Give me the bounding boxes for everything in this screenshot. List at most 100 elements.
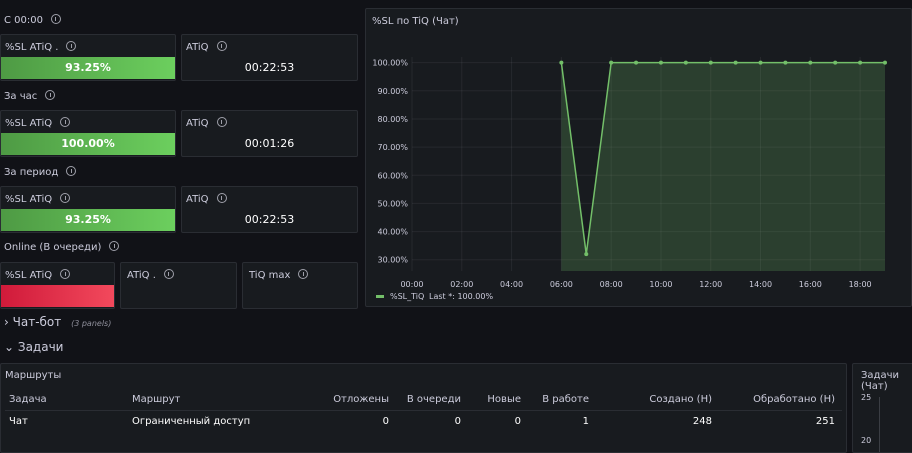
column-header: В очереди [406,394,461,405]
point [883,60,887,65]
y-tick-label: 60.00% [377,171,408,180]
row-title: Задачи [17,340,64,354]
stat-panel[interactable]: ATiQ . [120,262,237,309]
point [858,60,863,65]
info-icon[interactable] [298,269,309,279]
stat-value: 93.25% [1,209,175,231]
x-tick-label: 00:00 [400,280,423,289]
info-icon[interactable] [216,117,227,127]
column-header: Отложены [333,394,389,405]
info-icon[interactable] [60,269,71,279]
section-title: За период [4,166,77,178]
info-icon[interactable] [66,166,77,176]
info-icon[interactable] [60,193,71,203]
panel-title: TiQ max [249,270,291,281]
info-icon[interactable] [66,41,77,51]
column-header: Обработано (Н) [753,394,835,405]
panel-title: ATiQ [186,42,209,53]
section-title-text: За период [4,167,59,178]
table-panel[interactable]: Маршруты Задача Маршрут Отложены В очереди Н… [0,363,847,453]
x-tick-label: 16:00 [799,280,822,289]
table-cell: 0 [514,416,521,427]
panel-title: ATiQ [186,194,209,205]
y-tick-label: 25 [861,393,872,402]
chart-title: %SL по TiQ (Чат) [372,16,459,27]
stat-panel[interactable]: ATiQ 00:22:53 [181,186,358,233]
x-tick-label: 06:00 [550,280,573,289]
stat-value: 93.25% [1,57,175,79]
point [634,60,639,65]
panel-title: ATiQ . [127,270,156,281]
chart-panel[interactable]: %SL по TiQ (Чат) 30.00% 40.00% 50.00% 60.00… [365,8,912,307]
info-icon[interactable] [163,269,174,279]
y-tick-label: 70.00% [377,143,408,152]
point [559,60,564,65]
panel-title: Задачи (Чат) [861,370,899,392]
table-cell: 0 [454,416,461,427]
point [783,60,788,65]
legend-stat: Last *: 100.00% [429,292,493,301]
point [758,60,763,65]
row-title: Чат-бот [12,315,62,329]
x-tick-label: 18:00 [849,280,872,289]
point [683,60,688,65]
info-icon[interactable] [216,41,227,51]
stat-panel[interactable]: %SL ATiQ . 93.25% [0,34,176,81]
table-cell: Ограниченный доступ [132,416,251,427]
info-icon[interactable] [216,193,227,203]
x-tick-label: 08:00 [600,280,623,289]
column-header: В работе [542,394,589,405]
point [708,60,713,65]
stat-panel[interactable]: ATiQ 00:01:26 [181,110,358,157]
x-tick-label: 12:00 [699,280,722,289]
panel-title: %SL ATiQ [5,194,53,205]
stat-panel[interactable]: %SL ATiQ 93.25% [0,186,176,233]
info-icon[interactable] [60,117,71,127]
side-panel[interactable]: Задачи (Чат) 25 20 [852,363,912,453]
stat-value: 00:22:53 [244,61,295,74]
stat-value: 00:22:53 [244,213,295,226]
info-icon[interactable] [50,14,61,24]
y-tick-label: 100.00% [372,59,408,68]
info-icon[interactable] [109,241,120,251]
line [560,61,885,255]
chart: %SL по TiQ (Чат) 30.00% 40.00% 50.00% 60.00… [372,16,887,301]
section-title-text: С 00:00 [4,15,43,26]
x-tick-label: 10:00 [649,280,672,289]
column-header: Задача [9,394,47,405]
point [584,252,589,257]
y-tick-label: 30.00% [377,256,408,265]
table-cell: 0 [382,416,389,427]
section-title-text: Online (В очереди) [4,242,102,253]
y-tick-label: 20 [861,436,872,445]
y-tick-label: 90.00% [377,87,408,96]
x-tick-label: 02:00 [450,280,473,289]
section-title-text: За час [4,91,38,102]
table-cell: 1 [582,416,589,427]
panel-title: ATiQ [186,118,209,129]
table-cell: 251 [815,416,835,427]
y-tick-label: 80.00% [377,115,408,124]
y-tick-label: 40.00% [377,228,408,237]
panel-title: Маршруты [5,370,62,381]
x-tick-label: 04:00 [500,280,523,289]
stat-panel[interactable]: TiQ max [242,262,358,309]
section-title: Online (В очереди) [4,241,120,253]
info-icon[interactable] [45,90,56,100]
panel-title: %SL ATiQ [5,270,53,281]
stat-panel[interactable]: %SL ATiQ [0,262,115,309]
stat-panel[interactable]: ATiQ 00:22:53 [181,34,358,81]
legend-swatch [376,295,384,298]
column-header: Создано (Н) [649,394,712,405]
table-cell: Чат [9,416,28,427]
legend-label: %SL_TiQ [390,292,424,301]
row-note: (3 panels) [71,319,112,328]
row-header[interactable]: › Чат-бот (3 panels) [4,315,112,329]
table-cell: 248 [692,416,712,427]
stat-value: 100.00% [1,133,175,155]
row-header[interactable]: ⌄ Задачи [4,340,64,354]
stat-bar [1,285,114,307]
area [561,62,885,272]
section-title: За час [4,90,56,102]
stat-panel[interactable]: %SL ATiQ 100.00% [0,110,176,157]
